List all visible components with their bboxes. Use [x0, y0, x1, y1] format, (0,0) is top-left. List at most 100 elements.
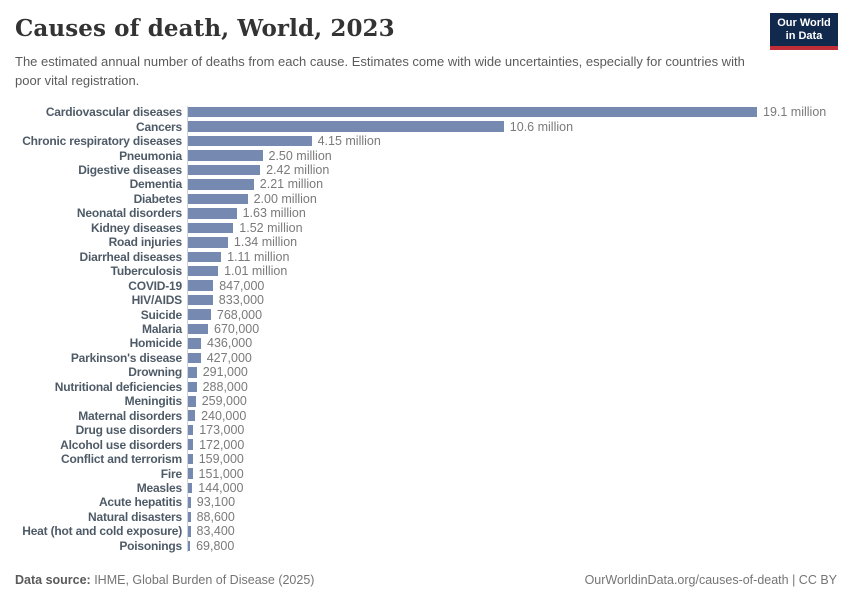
chart-row: Cardiovascular diseases 19.1 million — [10, 105, 842, 119]
value-label: 259,000 — [201, 394, 247, 409]
bar-track: 151,000 — [182, 466, 842, 481]
bar[interactable] — [188, 164, 261, 176]
chart-row: HIV/AIDS 833,000 — [10, 293, 842, 307]
value-label: 670,000 — [214, 322, 260, 337]
data-source: Data source: IHME, Global Burden of Dise… — [15, 573, 314, 587]
category-label: Maternal disorders — [10, 409, 182, 423]
category-label: Natural disasters — [10, 510, 182, 524]
value-label: 240,000 — [201, 408, 247, 423]
bar[interactable] — [188, 280, 214, 291]
bar[interactable] — [188, 237, 228, 248]
bar-track: 847,000 — [182, 278, 842, 293]
bar[interactable] — [188, 482, 193, 494]
bar[interactable] — [188, 179, 254, 190]
chart-row: Drug use disorders 173,000 — [10, 423, 842, 437]
bar-track: 2.50 million — [182, 148, 842, 163]
bar[interactable] — [188, 396, 196, 407]
bar[interactable] — [188, 294, 213, 306]
bar-track: 1.11 million — [182, 250, 842, 264]
category-label: Acute hepatitis — [10, 495, 182, 509]
chart-row: Diarrheal diseases 1.11 million — [10, 250, 842, 264]
bar[interactable] — [188, 323, 208, 335]
bar[interactable] — [188, 106, 757, 118]
bar[interactable] — [188, 150, 263, 161]
category-label: Tuberculosis — [10, 264, 183, 278]
category-label-text: Suicide — [140, 307, 182, 322]
bar[interactable] — [188, 468, 193, 479]
value-label: 173,000 — [199, 423, 245, 438]
value-label: 1.11 million — [227, 249, 290, 264]
bar-track: 2.42 million — [182, 163, 842, 177]
category-label: Drug use disorders — [10, 423, 183, 437]
bar[interactable] — [188, 251, 222, 262]
bar-track: 1.34 million — [182, 235, 842, 249]
bar[interactable] — [188, 526, 191, 537]
bar[interactable] — [188, 265, 219, 277]
category-label-text: Meningitis — [124, 394, 183, 409]
category-label: Drowning — [10, 365, 182, 379]
chart-row: COVID-19 847,000 — [10, 278, 842, 293]
chart-row: Suicide 768,000 — [10, 307, 842, 322]
owid-logo-stripe — [770, 46, 838, 50]
bar[interactable] — [188, 424, 194, 436]
data-source-label: Data source: — [15, 573, 91, 587]
bar[interactable] — [188, 410, 196, 421]
category-label: Cardiovascular diseases — [10, 105, 182, 119]
category-label-text: Homicide — [129, 336, 183, 351]
bar[interactable] — [188, 540, 191, 552]
category-label-text: Malaria — [142, 322, 182, 337]
value-label: 833,000 — [218, 293, 264, 308]
bar[interactable] — [188, 352, 201, 364]
bar-track: 2.21 million — [182, 177, 842, 191]
category-label: Pneumonia — [10, 149, 182, 163]
category-label: Heat (hot and cold exposure) — [10, 524, 182, 538]
category-label: Poisonings — [10, 539, 182, 553]
category-label-text: Neonatal disorders — [76, 206, 182, 221]
chart-row: Homicide 436,000 — [10, 336, 842, 350]
bar[interactable] — [188, 497, 191, 508]
chart-footer: Data source: IHME, Global Burden of Dise… — [15, 573, 837, 587]
chart-row: Meningitis 259,000 — [10, 394, 842, 408]
chart-row: Conflict and terrorism 159,000 — [10, 452, 842, 466]
category-label-text: Conflict and terrorism — [61, 452, 182, 467]
bar[interactable] — [188, 222, 234, 234]
bar-track: 88,600 — [182, 510, 842, 524]
bar[interactable] — [188, 439, 194, 450]
chart-row: Heat (hot and cold exposure) 83,400 — [10, 524, 842, 538]
attribution[interactable]: OurWorldinData.org/causes-of-death | CC … — [584, 573, 837, 587]
bar-chart: Cardiovascular diseases 19.1 million Cance… — [10, 105, 842, 553]
bar[interactable] — [188, 367, 197, 378]
chart-row: Pneumonia 2.50 million — [10, 148, 842, 163]
bar[interactable] — [188, 121, 504, 132]
chart-row: Diabetes 2.00 million — [10, 192, 842, 206]
owid-logo[interactable]: Our World in Data — [770, 13, 838, 50]
bar[interactable] — [188, 208, 237, 219]
bar[interactable] — [188, 338, 201, 349]
bar[interactable] — [188, 135, 312, 147]
chart-subtitle: The estimated annual number of deaths fr… — [15, 54, 745, 88]
category-label-text: Digestive diseases — [78, 163, 182, 178]
category-label-text: Nutritional deficiencies — [54, 379, 182, 394]
bar-track: 173,000 — [182, 423, 842, 437]
bar-track: 93,100 — [182, 495, 842, 509]
category-label: Parkinson's disease — [10, 351, 182, 365]
bar[interactable] — [188, 309, 211, 320]
bar-track: 670,000 — [182, 322, 842, 336]
value-label: 88,600 — [196, 509, 235, 524]
category-label-text: Road injuries — [108, 235, 183, 250]
bar[interactable] — [188, 193, 248, 205]
value-label: 2.21 million — [259, 177, 324, 192]
owid-logo-text: Our World in Data — [770, 13, 838, 46]
category-label: Dementia — [10, 177, 183, 191]
category-label-text: Natural disasters — [88, 509, 182, 524]
category-label-text: Diabetes — [133, 191, 183, 206]
bar[interactable] — [188, 381, 197, 393]
value-label: 83,400 — [196, 524, 235, 539]
bar[interactable] — [188, 453, 193, 465]
category-label-text: Cancers — [136, 119, 182, 134]
bar[interactable] — [188, 511, 191, 523]
chart-row: Acute hepatitis 93,100 — [10, 495, 842, 509]
chart-row: Nutritional deficiencies 288,000 — [10, 380, 842, 394]
category-label-text: Measles — [136, 481, 183, 495]
